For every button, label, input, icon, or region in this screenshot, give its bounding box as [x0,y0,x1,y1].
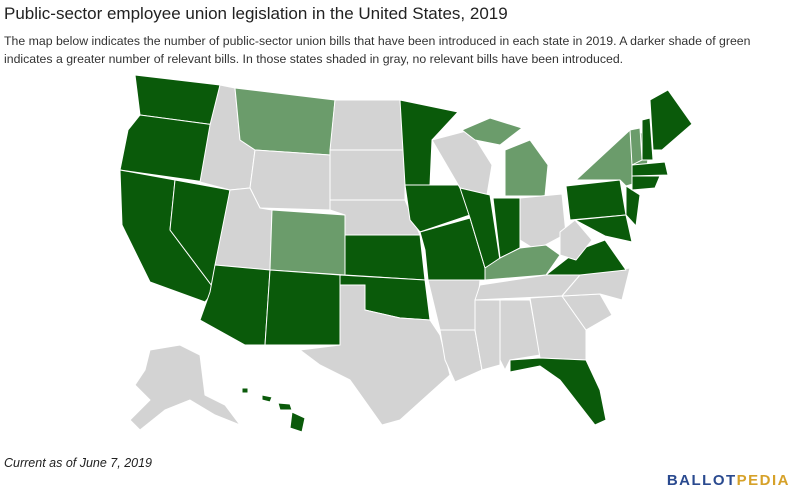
state [565,179,627,221]
state [329,149,406,201]
state [404,184,471,233]
state [261,394,273,403]
state [329,99,406,151]
state [249,149,331,211]
state [474,299,501,371]
state [629,127,643,166]
state [625,185,641,227]
logo-text: BALLOT [666,472,737,489]
state [461,117,523,146]
state [399,99,459,186]
states [119,74,693,433]
state [631,175,661,191]
logo-text: PEDIA [736,472,790,489]
state [119,114,216,183]
state [509,357,607,426]
state [641,117,654,161]
state [519,193,567,251]
state [504,139,549,197]
state [427,279,481,331]
state [344,234,426,281]
state [264,269,341,346]
state [299,284,451,426]
state [439,329,483,383]
state [529,295,587,361]
state [574,214,633,243]
logo: BALLOTPEDIA [667,472,790,489]
state [559,219,593,261]
state [277,402,293,411]
state [129,344,241,431]
state [484,244,561,281]
state [241,387,249,394]
description: The map below indicates the number of pu… [4,34,751,66]
state [631,161,669,177]
state [289,411,306,433]
state [269,209,346,276]
state [649,89,693,151]
note: Current as of June 7, 2019 [4,456,153,470]
title: Public-sector employee union legislation… [4,4,508,23]
state [234,87,336,156]
